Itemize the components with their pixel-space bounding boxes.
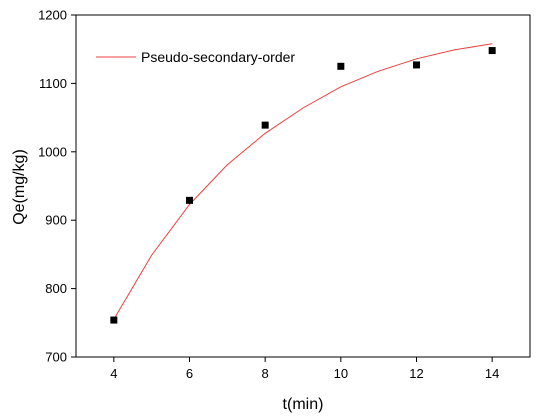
x-axis-title: t(min) [283,396,324,413]
y-tick-label: 700 [45,350,67,365]
y-tick-label: 900 [45,213,67,228]
x-tick-label: 4 [110,366,117,381]
plot-border [75,14,531,358]
x-tick-label: 14 [485,366,499,381]
legend-label: Pseudo-secondary-order [141,49,295,65]
data-point [488,47,496,55]
y-axis-title: Qe(mg/kg) [11,149,28,225]
x-tick-label: 10 [334,366,348,381]
y-tick-label: 800 [45,281,67,296]
fit-curve-layer [113,43,493,320]
fit-curve [113,43,493,320]
data-point [110,316,118,324]
data-point [413,61,420,69]
y-tick-label: 1000 [38,144,67,159]
legend: Pseudo-secondary-order [96,49,295,65]
data-points-layer [110,47,496,324]
plot-frame [75,14,531,358]
x-axis-ticks: 4 6 8 10 12 14 [110,357,499,381]
x-tick-label: 8 [262,366,269,381]
y-tick-label: 1200 [38,8,67,23]
data-point [337,62,345,70]
data-point [186,196,193,204]
y-axis-ticks: 700 800 900 1000 1100 1200 [38,8,76,365]
data-point [261,121,269,129]
x-tick-label: 12 [409,366,423,381]
y-tick-label: 1100 [39,76,67,91]
x-tick-label: 6 [186,366,193,381]
